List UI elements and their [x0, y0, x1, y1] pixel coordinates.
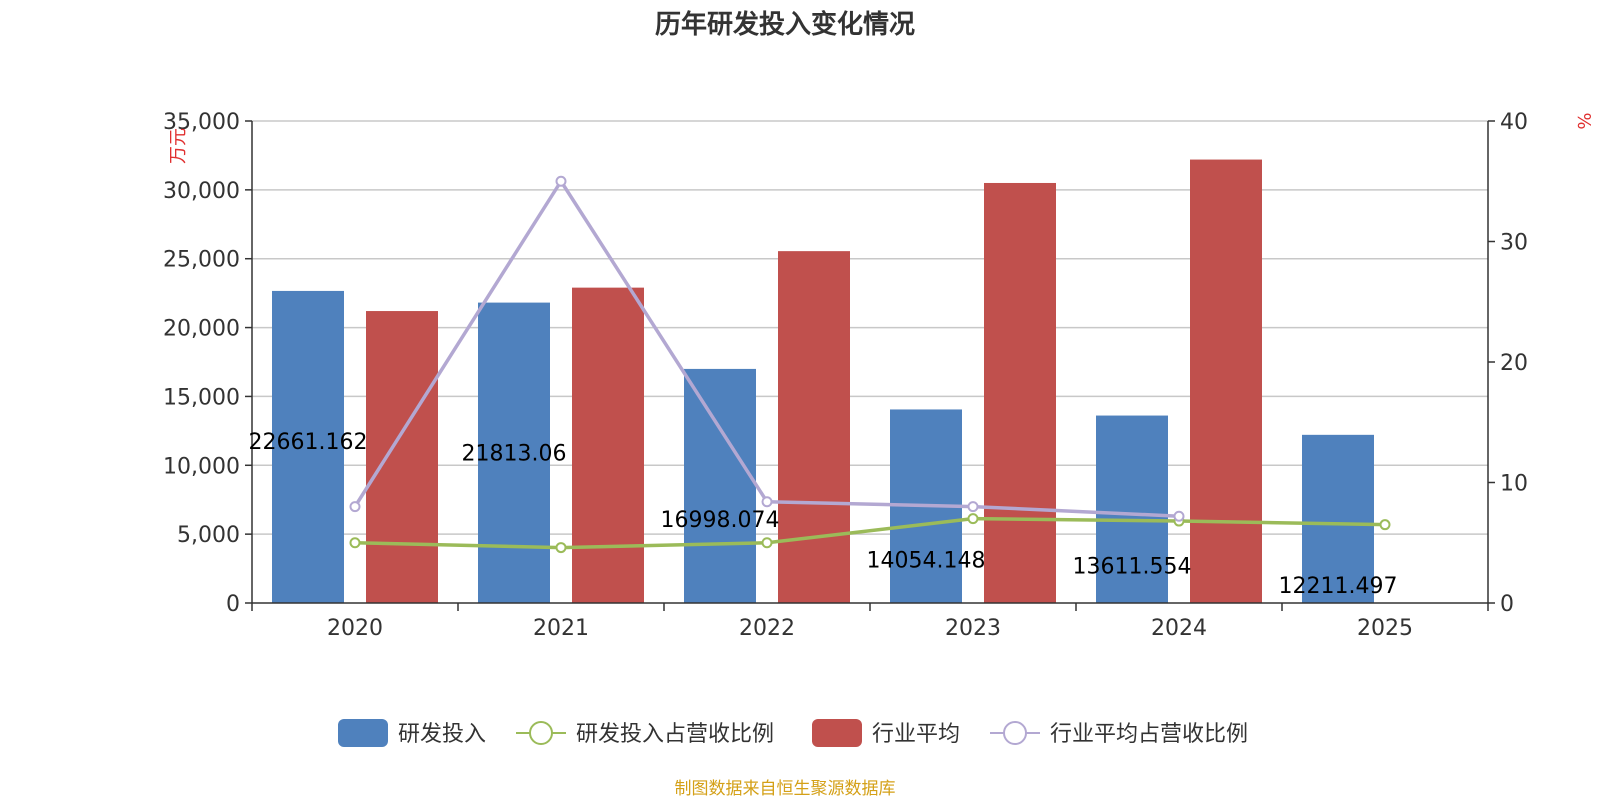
x-axis-tick-label: 2023 — [945, 616, 1001, 641]
x-axis-tick-label: 2025 — [1357, 616, 1413, 641]
bar — [572, 287, 644, 603]
legend-item: 研发投入 — [338, 719, 486, 747]
legend-swatch — [812, 719, 862, 747]
bar — [778, 251, 850, 603]
bar-data-label: 22661.162 — [249, 430, 368, 455]
right-axis-tick-label: 30 — [1500, 231, 1528, 256]
left-axis-tick-label: 5,000 — [177, 523, 240, 548]
legend-label: 行业平均 — [872, 722, 960, 747]
right-axis-tick-label: 40 — [1500, 110, 1528, 135]
data-labels: 22661.162 21813.06 16998.074 14054.148 13611… — [249, 430, 1398, 599]
series-line — [354, 516, 1386, 550]
bar-data-label: 14054.148 — [867, 548, 986, 573]
axes: 0 5,000 10,000 15,000 20,000 25,000 30,000 35,0… — [163, 110, 1528, 641]
right-axis-tick-label: 20 — [1500, 351, 1528, 376]
bar — [272, 290, 344, 603]
line-point — [967, 501, 979, 513]
legend-item: 行业平均 — [812, 719, 960, 747]
line-point — [349, 537, 361, 549]
bar-data-label: 16998.074 — [661, 508, 780, 533]
bar-data-label: 21813.06 — [462, 442, 567, 467]
x-axis-tick-label: 2021 — [533, 616, 589, 641]
left-axis-unit: 万元 — [168, 128, 189, 164]
legend-swatch-marker — [529, 721, 553, 745]
bar-data-label: 12211.497 — [1279, 574, 1398, 599]
bar — [366, 311, 438, 603]
legend-item: 研发投入占营收比例 — [516, 721, 774, 747]
bar — [478, 302, 550, 603]
line-point — [761, 537, 773, 549]
source-note: 制图数据来自恒生聚源数据库 — [675, 779, 896, 799]
line-point — [555, 542, 567, 554]
x-axis-tick-label: 2024 — [1151, 616, 1207, 641]
left-axis-tick-label: 20,000 — [163, 317, 240, 342]
line-point — [555, 175, 567, 187]
legend: 研发投入 研发投入占营收比例 行业平均 行业平均占营收比例 — [338, 719, 1248, 747]
left-axis-tick-label: 15,000 — [163, 385, 240, 410]
bar — [1302, 434, 1374, 603]
left-axis-tick-label: 0 — [226, 592, 240, 617]
legend-swatch — [338, 719, 388, 747]
left-axis-tick-label: 35,000 — [163, 110, 240, 135]
chart-title: 历年研发投入变化情况 — [655, 9, 915, 40]
legend-swatch-marker — [1003, 721, 1027, 745]
bar-data-label: 13611.554 — [1073, 555, 1192, 580]
lines — [349, 175, 1391, 554]
right-axis-tick-label: 0 — [1500, 592, 1514, 617]
left-axis-tick-label: 10,000 — [163, 454, 240, 479]
left-axis-tick-label: 25,000 — [163, 248, 240, 273]
left-axis-tick-label: 30,000 — [163, 179, 240, 204]
line-point — [967, 513, 979, 525]
bar — [1190, 159, 1262, 603]
bar — [684, 368, 756, 603]
bar — [984, 182, 1056, 603]
legend-label: 研发投入 — [398, 722, 486, 747]
line-point — [761, 496, 773, 508]
line-point — [1173, 510, 1185, 522]
line-point — [349, 501, 361, 513]
x-axis-tick-label: 2022 — [739, 616, 795, 641]
bar — [1096, 415, 1168, 603]
legend-item: 行业平均占营收比例 — [990, 721, 1248, 747]
line-point — [1379, 519, 1391, 531]
legend-label: 研发投入占营收比例 — [576, 722, 774, 747]
right-axis-unit: % — [1573, 112, 1594, 129]
x-axis-tick-label: 2020 — [327, 616, 383, 641]
grid-lines — [252, 120, 1488, 535]
bars — [272, 159, 1374, 603]
right-axis-tick-label: 10 — [1500, 472, 1528, 497]
legend-label: 行业平均占营收比例 — [1050, 722, 1248, 747]
